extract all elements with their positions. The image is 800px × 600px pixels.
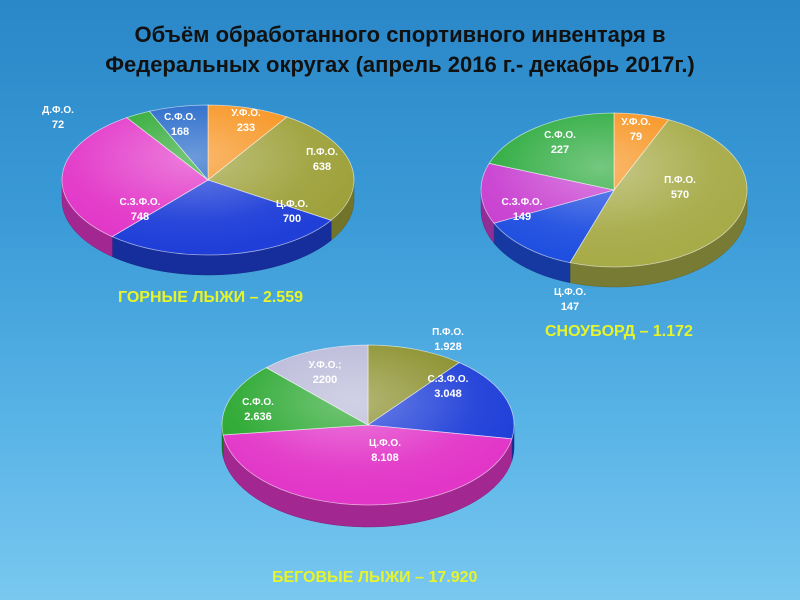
pie-1-label-value: 700 [283,213,301,225]
pie-1-label-region: У.Ф.О. [231,108,261,119]
pie-2-label-value: 149 [513,211,531,223]
pie-2-label-region: У.Ф.О. [621,117,651,128]
pie-3-label-value: 8.108 [371,452,399,464]
pie-chart-1: У.Ф.О. 233 П.Ф.О. 638 Ц.Ф.О. 700 С.З.Ф.О. 748 Д.… [42,104,355,276]
pie-2-label-value: 570 [671,189,689,201]
pie-1-label-region: С.Ф.О. [164,112,196,123]
pie-3-label-value: 2200 [313,374,337,386]
pie-3-label-region: П.Ф.О. [432,327,464,338]
pie-1-label-region: Ц.Ф.О. [276,199,308,210]
pie-1-label-value: 72 [52,119,64,131]
pie-3-label-region: У.Ф.О.; [309,360,342,371]
pie-1-label-region: Д.Ф.О. [42,105,74,116]
title-line-1: Объём обработанного спортивного инвентар… [134,22,666,47]
pie-2-label-value: 227 [551,144,569,156]
pie-2-gloss [481,113,747,267]
pie-2-label-region: П.Ф.О. [664,175,696,186]
pie-1-label-value: 168 [171,126,189,138]
pie-1-label-region: С.З.Ф.О. [120,197,161,208]
pie-1-label-value: 638 [313,161,331,173]
pie-3-label-region: Ц.Ф.О. [369,438,401,449]
pie-2-label-region: Ц.Ф.О. [554,287,586,298]
pie-3-label-region: С.З.Ф.О. [428,374,469,385]
pie-3-label-value: 1.928 [434,341,462,353]
pie-1-label-value: 748 [131,211,149,223]
pie-chart-3: П.Ф.О. 1.928 С.З.Ф.О. 3.048 Ц.Ф.О. 8.108 С.Ф.О… [221,327,515,528]
pie-1-label-value: 233 [237,122,255,134]
pie-2-label-value: 147 [561,301,579,313]
caption-cross-country-ski: БЕГОВЫЕ ЛЫЖИ – 17.920 [272,569,478,586]
pie-3-gloss [222,345,514,505]
pie-2-label-value: 79 [630,131,642,143]
pie-chart-2: У.Ф.О. 79 П.Ф.О. 570 Ц.Ф.О. 147 С.З.Ф.О. 149 С.Ф… [480,112,748,313]
pie-1-gloss [62,105,354,255]
pie-3-label-region: С.Ф.О. [242,397,274,408]
pie-1-label-region: П.Ф.О. [306,147,338,158]
pie-2-label-region: С.З.Ф.О. [502,197,543,208]
pie-3-label-value: 3.048 [434,388,462,400]
pie-2-label-region: С.Ф.О. [544,130,576,141]
caption-alpine-ski: ГОРНЫЕ ЛЫЖИ – 2.559 [118,289,303,306]
caption-snowboard: СНОУБОРД – 1.172 [545,323,693,340]
slide-title: Объём обработанного спортивного инвентар… [20,20,780,80]
pie-3-label-value: 2.636 [244,411,272,423]
title-line-2: Федеральных округах (апрель 2016 г.- дек… [105,52,695,77]
